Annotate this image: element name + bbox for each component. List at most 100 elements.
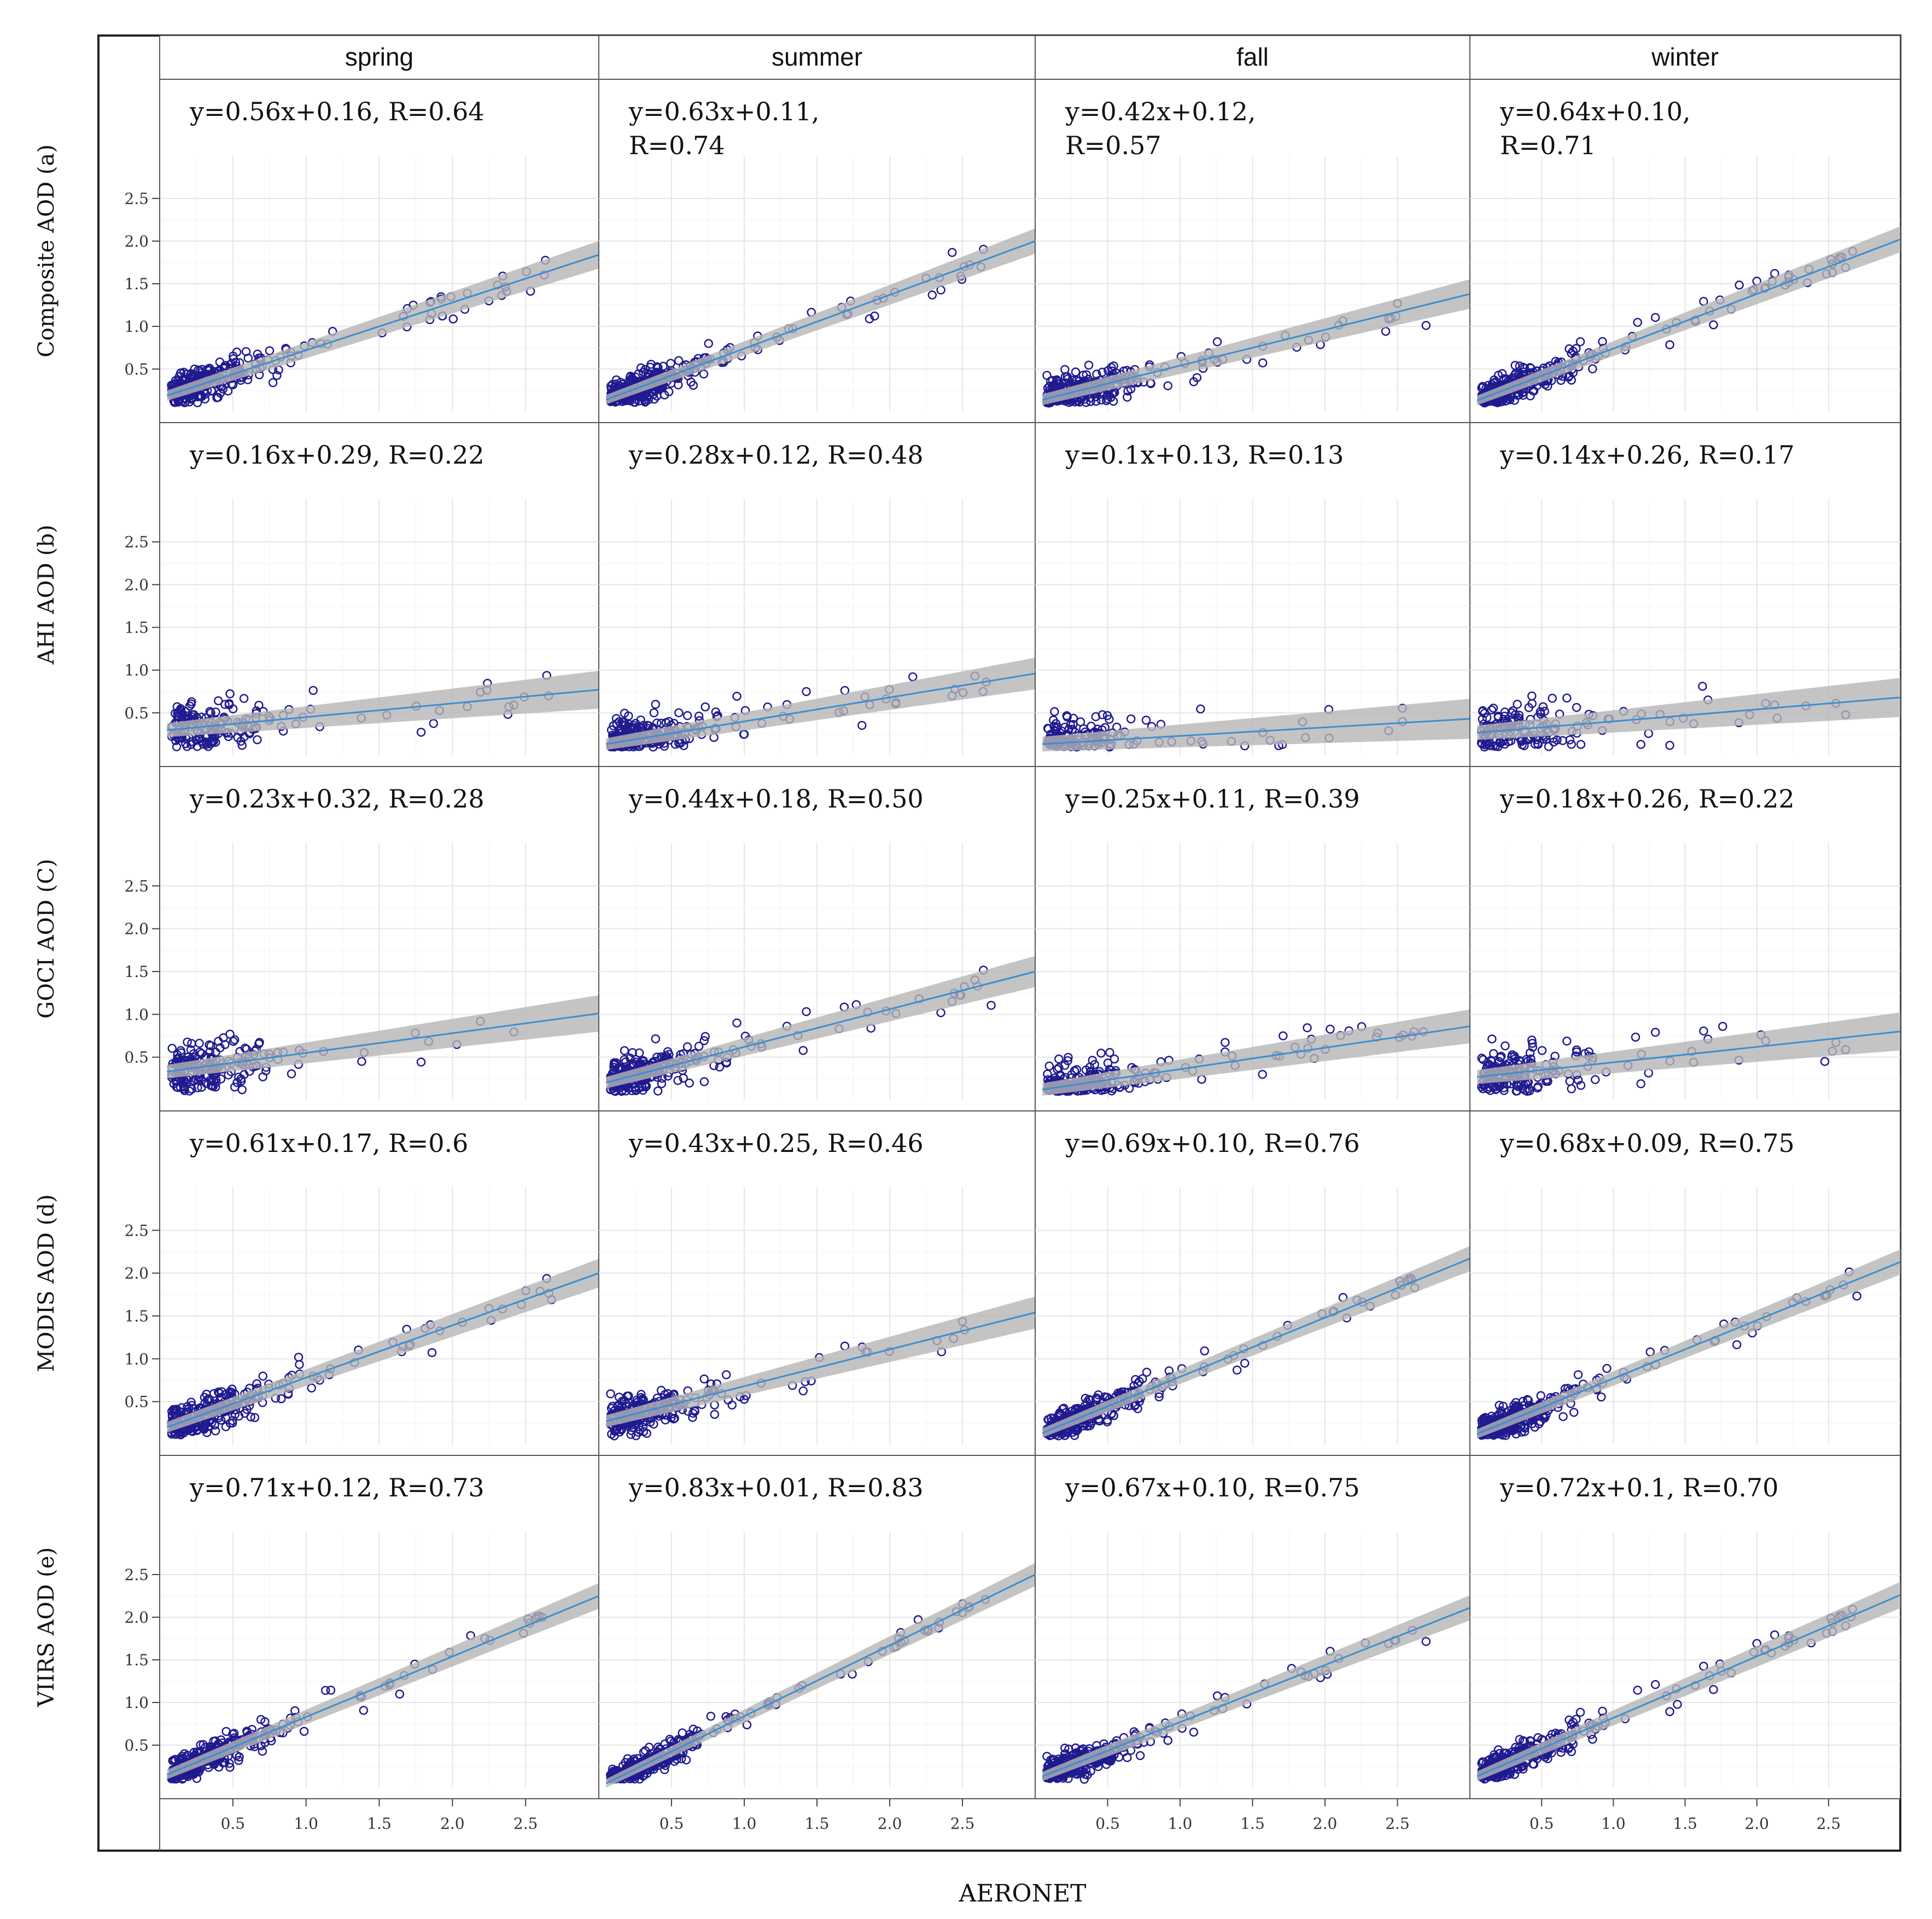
regression-line (1042, 718, 1470, 745)
data-point (1507, 708, 1516, 717)
data-point (1576, 740, 1586, 749)
data-point (927, 290, 937, 300)
data-point (1092, 370, 1101, 379)
data-point (1650, 313, 1660, 322)
data-point (1063, 712, 1072, 722)
data-point (197, 1049, 207, 1058)
row-label-2: GOCI AOD (C) (34, 859, 59, 1019)
data-point (225, 689, 235, 699)
equation-line: R=0.57 (1065, 131, 1161, 160)
data-point (239, 694, 249, 703)
data-point (651, 1034, 661, 1044)
data-point (649, 390, 658, 399)
regression-line (167, 689, 599, 731)
y-tick-label: 2.5 (124, 533, 149, 551)
data-point (187, 1039, 196, 1048)
data-point (1533, 740, 1543, 749)
data-point (1698, 682, 1707, 691)
data-point (357, 1057, 366, 1066)
column-label-winter: winter (1651, 43, 1719, 71)
regression-equation: y=0.28x+0.12, R=0.48 (628, 440, 924, 470)
y-tick-label: 2.5 (124, 190, 149, 208)
y-tick-label: 2.0 (124, 920, 149, 938)
data-point (1067, 376, 1077, 385)
regression-equation: y=0.23x+0.32, R=0.28 (189, 784, 485, 814)
panel-r2-c2: y=0.25x+0.11, R=0.39 (1035, 766, 1470, 1111)
data-point (666, 359, 675, 368)
y-tick-label: 0.5 (124, 360, 149, 378)
data-point (272, 371, 282, 381)
data-point (187, 1084, 196, 1094)
data-point (268, 378, 278, 388)
data-point (1563, 372, 1573, 382)
data-point (232, 1078, 242, 1087)
data-point (739, 729, 749, 739)
data-point (1588, 364, 1597, 373)
regression-equation: y=0.16x+0.29, R=0.22 (189, 440, 485, 470)
regression-equation: y=0.14x+0.26, R=0.17 (1499, 440, 1795, 470)
data-point (1562, 693, 1572, 703)
data-point (1108, 396, 1118, 406)
equation-line: y=0.64x+0.10, (1499, 97, 1690, 126)
data-point (1050, 707, 1059, 716)
data-point (674, 380, 683, 390)
data-point (606, 725, 616, 735)
row-label-4: VIIRS AOD (e) (34, 1547, 59, 1707)
regression-equation: y=0.43x+0.25, R=0.46 (628, 1128, 924, 1158)
data-point (641, 396, 650, 406)
data-point (694, 1042, 704, 1051)
data-point (214, 1037, 223, 1046)
data-point (254, 700, 264, 710)
data-point (1092, 396, 1101, 406)
y-tick-label: 0.5 (124, 1736, 149, 1754)
regression-line (1476, 238, 1901, 401)
data-point (857, 721, 867, 730)
data-point (611, 713, 621, 723)
data-point (704, 339, 713, 348)
data-point (1102, 711, 1112, 721)
x-tick-label: 2.5 (513, 1815, 538, 1833)
data-point (173, 376, 183, 385)
data-point (1544, 742, 1554, 751)
panel-r1-c0: y=0.16x+0.29, R=0.22 (159, 422, 599, 767)
data-point (214, 696, 223, 705)
data-point (1189, 377, 1199, 387)
data-point (1084, 360, 1094, 370)
data-point (682, 1042, 692, 1051)
equation-line: y=0.61x+0.17, R=0.6 (189, 1128, 468, 1158)
data-point (1500, 707, 1510, 717)
column-label-fall: fall (1236, 43, 1269, 71)
y-tick-label: 2.5 (124, 1221, 149, 1239)
regression-equation: y=0.71x+0.12, R=0.73 (189, 1473, 485, 1502)
data-point (1527, 691, 1537, 701)
data-point (1478, 707, 1487, 716)
data-point (1052, 382, 1061, 391)
data-point (1567, 740, 1576, 749)
data-point (1487, 705, 1497, 715)
equation-line: y=0.14x+0.26, R=0.17 (1499, 440, 1795, 470)
data-point (608, 379, 617, 389)
data-point (429, 719, 439, 728)
data-point (223, 386, 233, 396)
regression-equation: y=0.63x+0.11, R=0.74 (628, 97, 819, 160)
data-point (1572, 703, 1581, 712)
data-point (732, 692, 742, 701)
data-point (1538, 702, 1548, 712)
column-label-spring: spring (345, 43, 413, 71)
data-point (1598, 337, 1607, 347)
data-point (688, 381, 698, 390)
data-point (1548, 693, 1557, 703)
y-tick-label: 1.5 (124, 1307, 149, 1325)
data-point (1709, 320, 1718, 330)
data-point (711, 707, 721, 717)
y-tick-label: 1.5 (124, 963, 149, 981)
data-point (798, 1046, 808, 1055)
data-point (732, 1018, 742, 1028)
column-label-summer: summer (772, 43, 862, 71)
data-point (237, 741, 247, 750)
y-tick-label: 2.0 (124, 1608, 149, 1627)
data-point (205, 707, 215, 716)
y-tick-label: 2.0 (124, 576, 149, 594)
data-point (685, 1078, 694, 1088)
equation-line: y=0.44x+0.18, R=0.50 (628, 784, 924, 814)
